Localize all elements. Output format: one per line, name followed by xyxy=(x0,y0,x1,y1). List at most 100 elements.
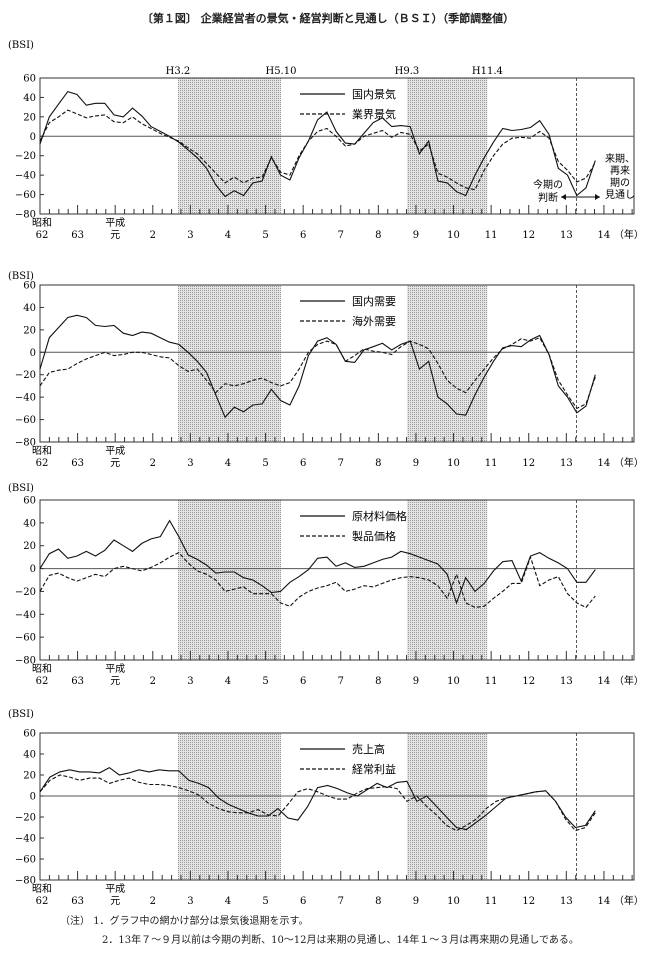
note-text: 2．13年７～９月以前は今期の判断、10～12月は来期の見通し、14年１～３月は… xyxy=(102,935,579,946)
x-tick-label: 13 xyxy=(560,230,573,241)
x-tick-label: 6 xyxy=(300,896,306,907)
x-tick-label: 62 xyxy=(36,676,49,687)
x-tick-label: 4 xyxy=(225,458,231,469)
x-tick-label: 4 xyxy=(225,896,231,907)
note-prefix: （注） xyxy=(60,916,90,927)
y-tick-label: 20 xyxy=(23,325,36,336)
note-text: 1．グラフ中の網かけ部分は景気後退期を示す。 xyxy=(93,916,309,927)
era-label-heisei: 平成 xyxy=(105,445,125,457)
x-tick-label: 7 xyxy=(338,230,344,241)
y-tick-label: 20 xyxy=(23,112,36,123)
annotation-forecast: 来期、再来期の見通し xyxy=(605,153,635,201)
series-line-solid xyxy=(39,314,596,419)
x-tick-label: 11 xyxy=(485,458,498,469)
y-axis-label: (BSI) xyxy=(8,40,34,51)
x-axis-unit: （年） xyxy=(614,456,644,469)
y-tick-label: −20 xyxy=(15,813,36,824)
x-tick-label: 13 xyxy=(560,676,573,687)
x-tick-label: 8 xyxy=(375,458,381,469)
x-tick-label: 9 xyxy=(413,458,419,469)
x-tick-label: 10 xyxy=(447,896,460,907)
x-tick-label: 2 xyxy=(150,676,156,687)
y-tick-label: −80 xyxy=(15,876,36,887)
x-tick-label: 8 xyxy=(375,230,381,241)
legend-label: 海外需要 xyxy=(352,314,396,328)
recession-shade xyxy=(406,285,488,442)
y-tick-label: 20 xyxy=(23,541,36,552)
note-1: （注） 1．グラフ中の網かけ部分は景気後退期を示す。 xyxy=(60,912,309,927)
y-tick-label: −40 xyxy=(15,610,36,621)
annotation-forecast-line: 見通し xyxy=(605,189,635,201)
x-tick-label: 3 xyxy=(187,458,193,469)
x-tick-label: 3 xyxy=(187,230,193,241)
x-tick-label: 3 xyxy=(187,896,193,907)
y-tick-label: 40 xyxy=(23,303,36,314)
y-tick-label: −60 xyxy=(15,415,36,426)
x-tick-label: 7 xyxy=(338,676,344,687)
x-tick-label: 12 xyxy=(522,896,535,907)
y-tick-label: 60 xyxy=(23,74,36,85)
x-tick-label: 11 xyxy=(485,230,498,241)
x-axis-unit: （年） xyxy=(614,894,644,907)
chart-title: 〔第１図〕 企業経営者の景気・経営判断と見通し（ＢＳＩ）（季節調整値） xyxy=(141,12,515,25)
legend-label: 国内需要 xyxy=(352,294,396,308)
x-tick-label: 5 xyxy=(262,676,268,687)
x-tick-label: 2 xyxy=(150,458,156,469)
x-tick-label: 4 xyxy=(225,676,231,687)
legend-label: 国内景気 xyxy=(352,87,396,101)
era-label-heisei: 平成 xyxy=(105,663,125,675)
x-tick-label: 14 xyxy=(598,676,611,687)
x-tick-label: 62 xyxy=(36,896,49,907)
x-tick-label: 7 xyxy=(338,896,344,907)
plot-frame xyxy=(39,284,635,443)
x-tick-label: 元 xyxy=(110,458,120,469)
plot-frame xyxy=(39,732,635,881)
x-tick-label: 3 xyxy=(187,676,193,687)
y-tick-label: 20 xyxy=(23,771,36,782)
recession-start-label: H3.2 xyxy=(166,66,191,77)
y-tick-label: −60 xyxy=(15,855,36,866)
y-tick-label: 40 xyxy=(23,518,36,529)
y-tick-label: −40 xyxy=(15,171,36,182)
series-line-dashed xyxy=(39,774,596,832)
era-label-showa: 昭和 xyxy=(32,217,52,229)
y-tick-label: −20 xyxy=(15,587,36,598)
series-line-solid xyxy=(39,519,596,605)
annotation-forecast-line: 来期、 xyxy=(605,153,635,165)
series-line-dashed xyxy=(39,551,596,609)
x-tick-label: 7 xyxy=(338,458,344,469)
x-tick-label: 11 xyxy=(485,896,498,907)
x-tick-label: 12 xyxy=(522,230,535,241)
x-tick-label: 元 xyxy=(110,230,120,241)
x-tick-label: 9 xyxy=(413,230,419,241)
y-tick-label: 60 xyxy=(23,281,36,292)
annotation-current-line: 判断 xyxy=(538,191,558,204)
x-tick-label: 14 xyxy=(598,230,611,241)
y-tick-label: 40 xyxy=(23,93,36,104)
y-axis-label: (BSI) xyxy=(8,709,34,720)
annotation-current-line: 今期の xyxy=(533,178,563,191)
x-tick-label: 8 xyxy=(375,676,381,687)
recession-shade xyxy=(177,733,281,880)
recession-shade xyxy=(406,78,488,214)
era-label-showa: 昭和 xyxy=(32,883,52,895)
series-line-dashed xyxy=(39,337,596,410)
recession-shade xyxy=(177,285,281,442)
era-label-showa: 昭和 xyxy=(32,445,52,457)
annotation-forecast-line: 再来 xyxy=(610,165,630,177)
x-tick-label: 4 xyxy=(225,230,231,241)
x-tick-label: 5 xyxy=(262,230,268,241)
x-tick-label: 13 xyxy=(560,896,573,907)
recession-shade xyxy=(177,500,281,660)
x-tick-label: 6 xyxy=(300,458,306,469)
x-tick-label: 6 xyxy=(300,230,306,241)
x-tick-label: 13 xyxy=(560,458,573,469)
recession-shade xyxy=(177,78,281,214)
legend-label: 原材料価格 xyxy=(352,509,407,523)
x-tick-label: 12 xyxy=(522,676,535,687)
series-line-dashed xyxy=(39,109,596,191)
y-tick-label: 60 xyxy=(23,496,36,507)
y-tick-label: 0 xyxy=(30,348,36,359)
